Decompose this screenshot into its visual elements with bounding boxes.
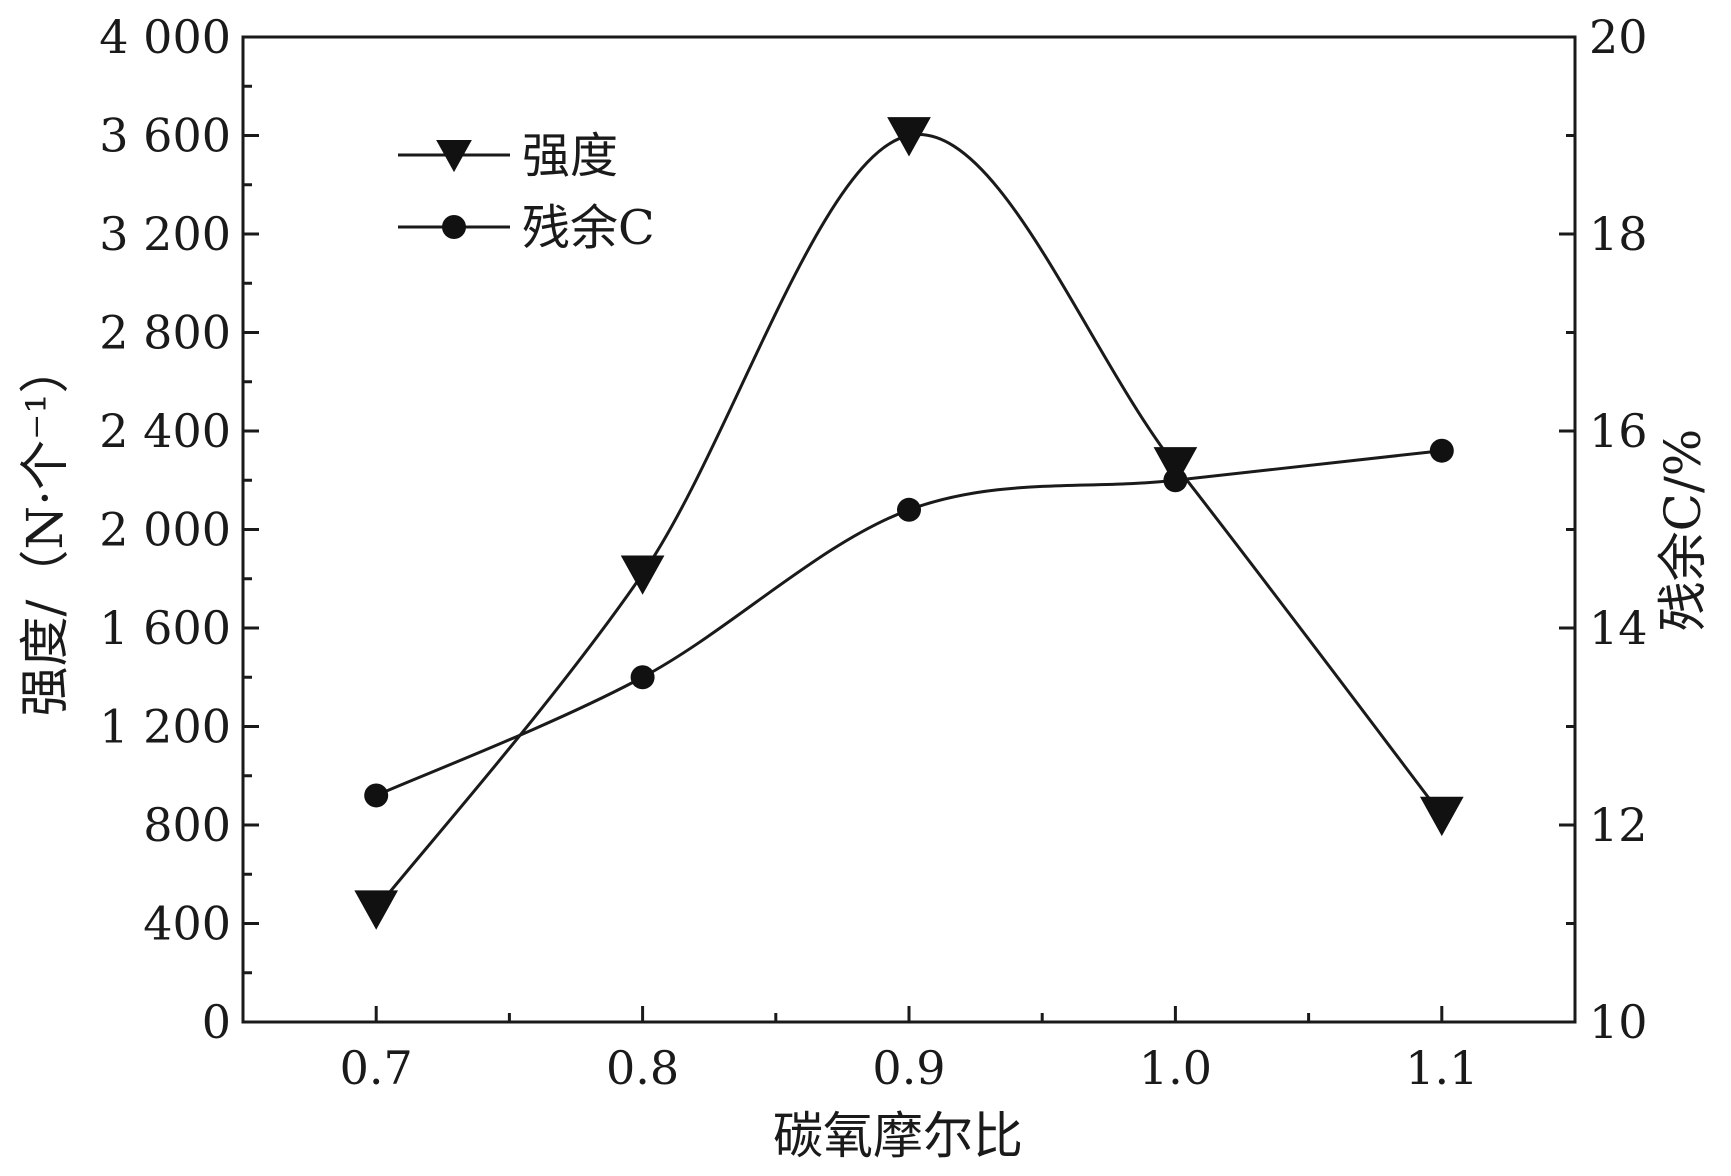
legend-label: 强度	[522, 128, 618, 184]
left-y-tick-label: 0	[202, 995, 231, 1049]
legend-label: 残余C	[522, 200, 655, 256]
right-y-tick-label: 10	[1589, 995, 1648, 1049]
left-y-tick-label: 4 000	[99, 10, 231, 64]
axes	[241, 35, 1577, 1024]
data-point-triangle	[1153, 447, 1198, 487]
x-tick-label: 0.8	[606, 1041, 679, 1095]
legend-item: 残余C	[398, 200, 655, 256]
x-tick-label: 1.0	[1139, 1041, 1212, 1095]
right-y-tick-label: 14	[1589, 601, 1648, 655]
left-y-tick-label: 3 600	[99, 109, 231, 163]
x-axis-title: 碳氧摩尔比	[773, 1107, 1023, 1165]
left-y-axis-title: 强度/（N·个⁻¹）	[16, 344, 74, 717]
left-y-tick-label: 2 800	[99, 306, 231, 360]
ticks: 0 400 800 1 200 1 600 2 000 2 400 2 800 3 200 3 6…	[99, 10, 1647, 1095]
left-y-tick-label: 400	[143, 897, 231, 951]
left-y-tick-label: 1 200	[99, 700, 231, 754]
series-残余C	[364, 438, 1454, 808]
x-tick-label: 0.9	[872, 1041, 945, 1095]
right-y-axis-title: 残余C/%	[1654, 429, 1712, 632]
data-point-triangle	[887, 117, 931, 157]
x-tick-label: 0.7	[340, 1041, 413, 1095]
right-y-tick-label: 16	[1589, 404, 1648, 458]
plot-frame	[241, 35, 1577, 1024]
data-point-circle	[364, 783, 389, 808]
x-tick-label: 1.1	[1405, 1041, 1478, 1095]
right-y-tick-label: 12	[1589, 798, 1648, 852]
series	[354, 117, 1464, 930]
left-y-tick-label: 2 400	[99, 404, 231, 458]
left-y-tick-label: 1 600	[99, 601, 231, 655]
data-point-triangle	[354, 890, 399, 930]
legend-item: 强度	[398, 128, 618, 184]
left-y-tick-label: 2 000	[99, 503, 231, 557]
data-point-triangle	[620, 555, 665, 595]
data-point-triangle	[1419, 796, 1464, 837]
series-强度	[354, 117, 1464, 930]
right-y-tick-label: 18	[1589, 207, 1648, 261]
data-point-circle	[1429, 438, 1454, 463]
legend-marker	[442, 215, 466, 239]
data-point-circle	[897, 497, 921, 522]
legend-marker	[436, 140, 472, 173]
data-point-circle	[630, 665, 655, 690]
left-y-tick-label: 3 200	[99, 207, 231, 261]
right-y-tick-label: 20	[1589, 10, 1648, 64]
data-point-circle	[1163, 468, 1188, 493]
left-y-tick-label: 800	[143, 798, 231, 852]
